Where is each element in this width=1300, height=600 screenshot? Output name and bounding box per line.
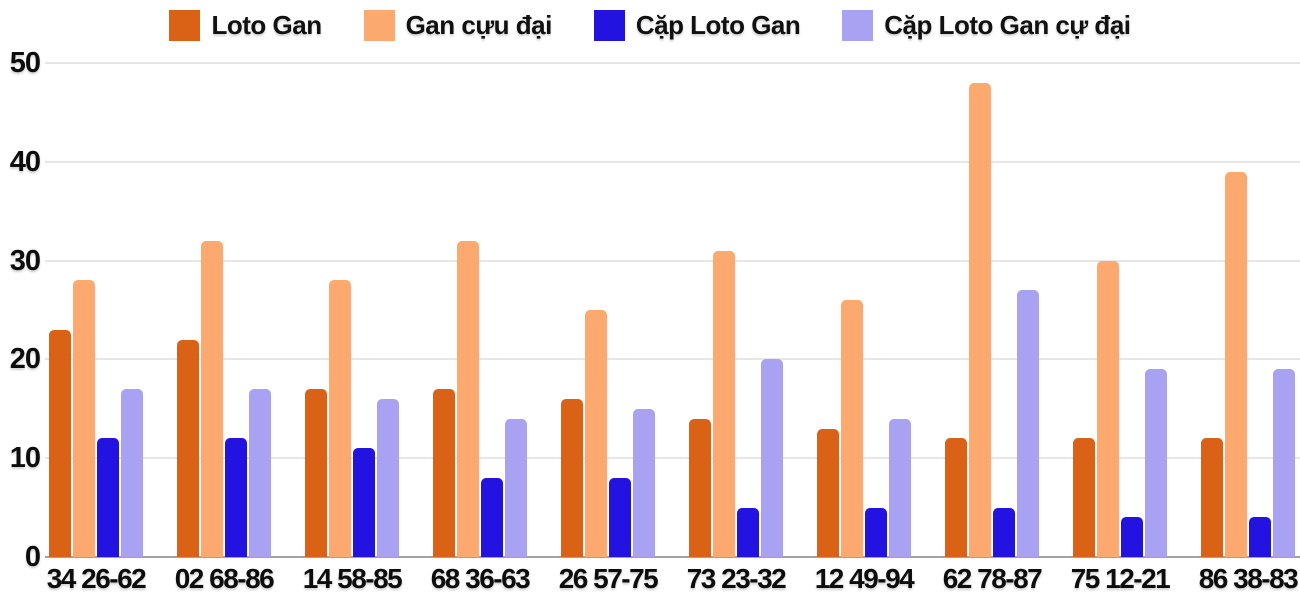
gridline <box>45 160 1300 163</box>
bar <box>1017 290 1039 557</box>
bar <box>713 251 735 557</box>
y-axis-tick-label: 20 <box>9 343 41 376</box>
x-axis-tick-label: 68 36-63 <box>430 563 531 594</box>
bar <box>97 438 119 557</box>
bar <box>1073 438 1095 557</box>
y-axis-tick-label: 10 <box>9 442 41 475</box>
legend-item: Cặp Loto Gan <box>593 9 801 41</box>
legend-item: Loto Gan <box>169 9 322 41</box>
bar <box>481 478 503 557</box>
bar <box>993 508 1015 557</box>
y-axis-tick-label: 30 <box>9 244 41 277</box>
legend-swatch-icon <box>842 9 874 41</box>
bar <box>1145 369 1167 557</box>
bar <box>1097 261 1119 557</box>
bar <box>49 330 71 557</box>
chart-legend: Loto Gan Gan cựu đại Cặp Loto Gan Cặp Loto … <box>0 6 1300 44</box>
bar <box>329 280 351 557</box>
legend-label: Cặp Loto Gan cự đại <box>884 9 1131 40</box>
bar <box>1121 517 1143 557</box>
legend-swatch-icon <box>169 9 201 41</box>
bar <box>633 409 655 557</box>
bar <box>1273 369 1295 557</box>
bar <box>969 83 991 557</box>
bar <box>865 508 887 557</box>
bar <box>561 399 583 557</box>
gridline <box>45 457 1300 460</box>
x-axis-tick-label: 26 57-75 <box>558 563 659 594</box>
bar <box>433 389 455 557</box>
bar <box>817 429 839 557</box>
legend-label: Cặp Loto Gan <box>635 9 801 40</box>
bar <box>1201 438 1223 557</box>
legend-swatch-icon <box>363 9 395 41</box>
bar <box>121 389 143 557</box>
gridline <box>45 62 1300 64</box>
bar <box>609 478 631 557</box>
bar <box>201 241 223 557</box>
y-axis-tick-label: 40 <box>9 145 41 178</box>
legend-item: Gan cựu đại <box>363 9 553 41</box>
bar <box>737 508 759 557</box>
bar <box>1225 172 1247 557</box>
x-axis-tick-label: 75 12-21 <box>1070 563 1171 594</box>
x-axis-tick-label: 86 38-83 <box>1198 563 1299 594</box>
legend-label: Gan cựu đại <box>405 9 553 40</box>
x-axis-line <box>45 556 1300 558</box>
y-axis-tick-label: 50 <box>9 47 41 79</box>
legend-swatch-icon <box>593 9 625 41</box>
bar <box>225 438 247 557</box>
bar <box>841 300 863 557</box>
bar <box>73 280 95 557</box>
bar <box>505 419 527 557</box>
x-axis-tick-label: 02 68-86 <box>174 563 275 594</box>
legend-label: Loto Gan <box>211 9 322 40</box>
bar <box>761 359 783 557</box>
y-axis-tick-label: 0 <box>24 541 41 573</box>
gridline <box>45 358 1300 361</box>
bar <box>377 399 399 557</box>
x-axis-tick-label: 34 26-62 <box>46 563 147 594</box>
bar <box>889 419 911 557</box>
x-axis-tick-label: 73 23-32 <box>686 563 787 594</box>
x-axis-tick-label: 12 49-94 <box>814 563 915 594</box>
bar <box>689 419 711 557</box>
bar <box>249 389 271 557</box>
gridline <box>45 259 1300 262</box>
bar <box>945 438 967 557</box>
x-axis-tick-label: 14 58-85 <box>302 563 403 594</box>
bar <box>457 241 479 557</box>
bar <box>585 310 607 557</box>
bar <box>305 389 327 557</box>
bar <box>1249 517 1271 557</box>
bar <box>353 448 375 557</box>
bar <box>177 340 199 557</box>
x-axis-tick-label: 62 78-87 <box>942 563 1043 594</box>
legend-item: Cặp Loto Gan cự đại <box>842 9 1131 41</box>
